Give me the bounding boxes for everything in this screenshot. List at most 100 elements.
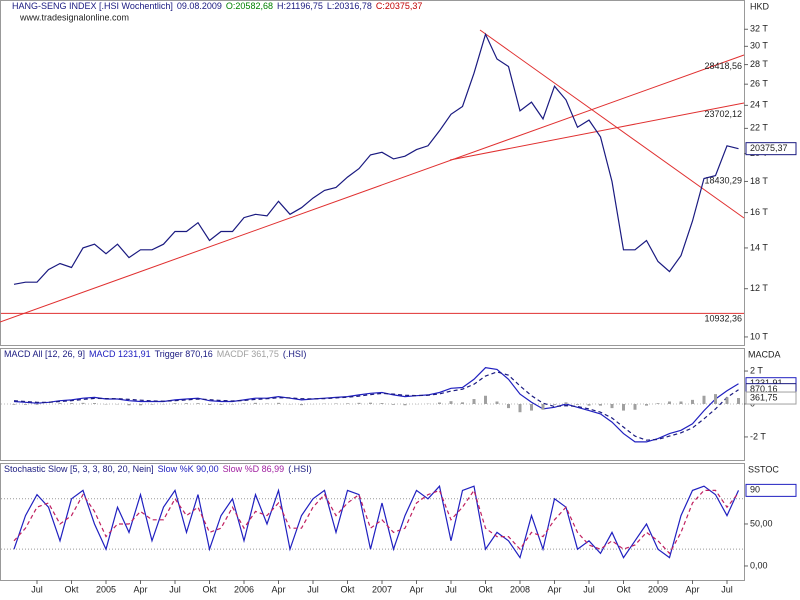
header-part: C:20375,37 — [376, 1, 423, 11]
y-tick-label: 14 T — [750, 242, 768, 252]
histogram-bar — [300, 403, 303, 406]
histogram-bar — [541, 403, 545, 410]
histogram-bar — [403, 403, 407, 406]
histogram-bar — [449, 401, 453, 404]
y-tick-label: 24 T — [750, 100, 768, 110]
histogram-bar — [564, 402, 568, 404]
y-tick-label: 18 T — [750, 176, 768, 186]
histogram-bar — [645, 403, 648, 406]
y-tick-label: 16 T — [750, 207, 768, 217]
header-part: MACD 1231,91 — [89, 349, 151, 359]
last-value-box — [745, 483, 797, 497]
header-part: Slow %K 90,00 — [158, 464, 219, 474]
source-label: www.tradesignalonline.com — [19, 12, 129, 22]
last-value-label: 870,16 — [750, 384, 778, 394]
histogram-bar — [150, 403, 154, 405]
histogram-bar — [208, 403, 211, 405]
histogram-bar — [714, 394, 717, 404]
series-line — [13, 367, 739, 443]
histogram-bar — [461, 402, 464, 404]
x-tick-label: Okt — [202, 584, 217, 594]
x-tick-label: Okt — [64, 584, 79, 594]
histogram-bar — [587, 403, 591, 406]
histogram-bar — [530, 403, 533, 411]
stoch-panel-frame — [0, 463, 745, 581]
y-tick-label: 0,00 — [750, 560, 768, 570]
x-tick-label: Okt — [478, 584, 493, 594]
histogram-bar — [725, 397, 729, 404]
x-tick-label: Jul — [583, 584, 595, 594]
histogram-bar — [392, 403, 395, 405]
histogram-bar — [622, 403, 625, 411]
y-tick-label: 12 T — [750, 283, 768, 293]
y-tick-label: 32 T — [750, 24, 768, 34]
x-tick-label: Jul — [307, 584, 319, 594]
last-value-box — [745, 391, 797, 405]
x-tick-label: 2009 — [648, 584, 668, 594]
trendline — [0, 54, 745, 323]
histogram-bar — [185, 403, 188, 404]
x-tick-label: Apr — [271, 584, 285, 594]
series-line — [13, 371, 739, 441]
last-value-label: 1231,91 — [750, 378, 783, 388]
histogram-bar — [277, 402, 280, 404]
histogram-bar — [70, 403, 73, 404]
histogram-bar — [35, 403, 39, 405]
histogram-bar — [679, 401, 683, 404]
histogram-bar — [58, 403, 62, 404]
histogram-bar — [599, 403, 602, 406]
macd-panel-frame — [0, 348, 745, 461]
y-tick-label: 22 T — [750, 123, 768, 133]
trendline-label: 18430,29 — [704, 176, 742, 186]
histogram-bar — [472, 399, 476, 404]
y-tick-label: 10 T — [750, 331, 768, 341]
price-panel-frame — [0, 0, 745, 346]
x-tick-label: Jul — [31, 584, 43, 594]
trendline-label: 23702,12 — [704, 109, 742, 119]
trendline-label: 28418,56 — [704, 61, 742, 71]
last-value-label: 20375,37 — [750, 143, 788, 153]
histogram-bar — [346, 403, 349, 404]
header-part: HANG-SENG INDEX [.HSI Wochentlich] — [12, 1, 173, 11]
x-tick-label: Jul — [169, 584, 181, 594]
y-tick-label: 30 T — [750, 41, 768, 51]
histogram-bar — [173, 403, 177, 404]
currency-label: HKD — [750, 1, 770, 11]
histogram-bar — [357, 402, 361, 404]
header-part: O:20582,68 — [226, 1, 273, 11]
panel-header: Stochastic Slow [5, 3, 3, 80, 20, Nein] S… — [4, 464, 312, 474]
x-tick-label: Apr — [685, 584, 699, 594]
histogram-bar — [380, 402, 384, 404]
last-value-label: 90 — [750, 485, 760, 495]
series-line — [13, 32, 739, 285]
x-tick-label: 2007 — [372, 584, 392, 594]
histogram-bar — [438, 402, 441, 404]
header-part: H:21196,75 — [277, 1, 323, 11]
x-tick-label: Okt — [340, 584, 355, 594]
header-part: MACD All [12, 26, 9] — [4, 349, 85, 359]
header-part: MACDF 361,75 — [217, 349, 279, 359]
header-part: Stochastic Slow [5, 3, 3, 80, 20, Nein] — [4, 464, 154, 474]
x-tick-label: Apr — [409, 584, 423, 594]
histogram-bar — [553, 403, 556, 405]
histogram-bar — [127, 403, 131, 406]
histogram-bar — [610, 403, 614, 409]
histogram-bar — [633, 403, 637, 410]
trendline — [479, 29, 745, 219]
header-part: (.HSI) — [283, 349, 307, 359]
header-part: (.HSI) — [288, 464, 312, 474]
histogram-bar — [495, 401, 499, 404]
y-tick-label: 2 T — [750, 365, 763, 375]
y-tick-label: 26 T — [750, 79, 768, 89]
panel-header: HANG-SENG INDEX [.HSI Wochentlich] 09.08.… — [12, 1, 422, 11]
last-value-box — [745, 142, 797, 156]
last-value-label: 361,75 — [750, 392, 778, 402]
histogram-bar — [737, 398, 740, 404]
header-part: Slow %D 86,99 — [223, 464, 285, 474]
panel-header: MACD All [12, 26, 9] MACD 1231,91 Trigger … — [4, 349, 306, 359]
header-part: L:20316,78 — [327, 1, 372, 11]
histogram-bar — [24, 403, 27, 405]
histogram-bar — [196, 403, 200, 404]
